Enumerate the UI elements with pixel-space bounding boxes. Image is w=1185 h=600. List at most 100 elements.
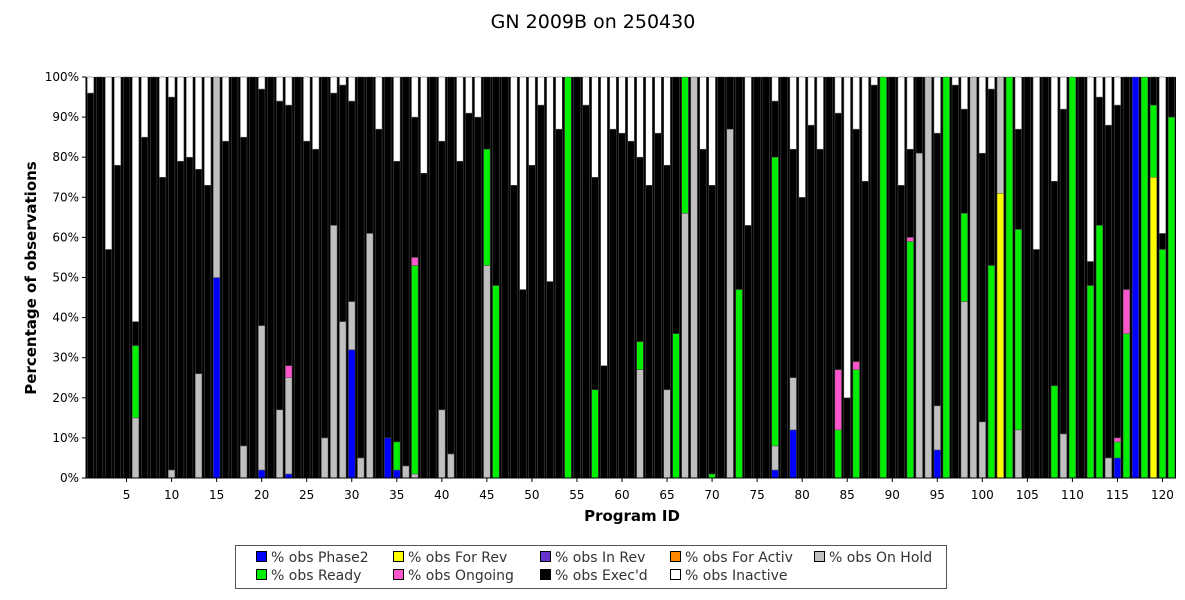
bar-segment-forrev-program-102 (996, 193, 1004, 479)
bar-segment-inactive-program-1 (86, 76, 95, 94)
bar-segment-inactive-program-20 (258, 76, 266, 90)
bar-segment-execd-program-39 (429, 76, 437, 479)
bar-segment-inactive-program-25 (303, 76, 311, 142)
x-tick-label: 45 (479, 488, 494, 502)
bar-segment-execd-program-56 (582, 104, 590, 479)
bar-segment-onhold-program-68 (690, 76, 698, 479)
bar-segment-ready-program-101 (987, 265, 995, 479)
bar-segment-execd-program-25 (303, 140, 311, 479)
bar-segment-onhold-program-94 (924, 76, 932, 479)
bar-segment-onhold-program-36 (402, 465, 410, 479)
bar-segment-inactive-program-35 (393, 76, 401, 162)
bar-segment-inactive-program-12 (186, 76, 194, 158)
bar-segment-execd-program-10 (168, 96, 176, 471)
x-tick-label: 90 (885, 488, 900, 502)
bar-segment-onhold-program-18 (240, 445, 248, 479)
x-tick-label: 95 (930, 488, 945, 502)
bar-segment-inactive-program-61 (627, 76, 635, 142)
bar-segment-inactive-program-88 (870, 76, 878, 86)
bar-segment-inactive-program-44 (474, 76, 482, 118)
bar-segment-inactive-program-95 (933, 76, 941, 134)
bar-segment-execd-program-18 (240, 136, 248, 447)
bar-segment-execd-program-19 (249, 76, 257, 479)
bar-segment-execd-program-26 (312, 148, 320, 479)
bar-segment-execd-program-48 (510, 185, 518, 479)
bar-segment-ongoing-program-92 (906, 237, 914, 242)
bar-segment-ready-program-54 (564, 76, 572, 479)
bar-segment-inactive-program-92 (906, 76, 914, 150)
bar-segment-inactive-program-97 (951, 76, 959, 86)
bar-segment-execd-program-33 (375, 128, 383, 479)
bar-segment-execd-program-1 (86, 92, 95, 479)
bar-segment-inactive-program-109 (1059, 76, 1067, 110)
bar-segment-inactive-program-86 (852, 76, 860, 130)
bar-segment-inactive-program-57 (591, 76, 599, 178)
bar-segment-onhold-program-104 (1014, 429, 1022, 479)
x-tick-label: 5 (123, 488, 131, 502)
bar-segment-inactive-program-7 (141, 76, 149, 138)
bar-segment-execd-program-85 (843, 397, 851, 479)
bar-segment-execd-program-107 (1041, 76, 1049, 479)
bar-segment-inactive-program-11 (177, 76, 185, 162)
bar-segment-inactive-program-28 (330, 76, 338, 94)
bar-segment-ready-program-96 (942, 76, 950, 479)
bar-segment-execd-program-8 (150, 76, 158, 479)
bar-segment-execd-program-73 (735, 76, 743, 290)
bar-segment-ready-program-35 (393, 441, 401, 471)
bar-segment-execd-program-95 (933, 132, 941, 407)
x-axis-label: Program ID (584, 507, 680, 525)
bar-segment-ready-program-45 (483, 148, 491, 266)
bar-segment-inactive-program-26 (312, 76, 320, 150)
bar-segment-execd-program-11 (177, 160, 185, 479)
bar-segment-execd-program-90 (888, 76, 896, 479)
y-axis-label: Percentage of observations (22, 161, 40, 395)
bar-segment-ready-program-104 (1014, 229, 1022, 431)
bar-segment-execd-program-3 (104, 249, 113, 479)
bar-segment-execd-program-111 (1077, 76, 1085, 479)
bar-segment-execd-program-30 (348, 100, 356, 302)
bar-segment-execd-program-41 (447, 76, 455, 455)
bar-segment-ready-program-118 (1140, 76, 1149, 479)
bar-segment-execd-program-79 (789, 148, 797, 378)
legend-item-onhold: % obs On Hold (814, 550, 932, 566)
bar-segment-onhold-program-109 (1059, 433, 1067, 479)
bar-segment-execd-program-65 (663, 164, 671, 391)
bar-segment-onhold-program-77 (771, 445, 779, 471)
x-tick-label: 60 (614, 488, 629, 502)
bar-segment-inactive-program-38 (420, 76, 428, 174)
bar-segment-execd-program-60 (618, 132, 626, 479)
bar-segment-ready-program-120 (1158, 249, 1167, 479)
bar-segment-phase2-program-20 (258, 469, 266, 479)
bar-segment-inactive-program-85 (843, 76, 851, 399)
bar-segment-inactive-program-115 (1113, 76, 1122, 106)
bar-segment-inactive-program-29 (339, 76, 347, 86)
bar-segment-execd-program-52 (546, 281, 554, 479)
bar-segment-onhold-program-20 (258, 325, 266, 471)
bar-segment-execd-program-106 (1032, 249, 1040, 479)
bar-segment-onhold-program-29 (339, 321, 347, 479)
bar-segment-inactive-program-82 (816, 76, 824, 150)
x-tick-label: 110 (1061, 488, 1084, 502)
bar-segment-execd-program-71 (717, 76, 725, 479)
bar-segment-inactive-program-58 (600, 76, 608, 366)
legend-label: % obs Exec'd (555, 568, 648, 584)
bar-group (86, 76, 1176, 479)
bar-segment-execd-program-40 (438, 140, 446, 411)
bar-segment-ready-program-89 (879, 76, 887, 479)
bar-segment-onhold-program-99 (969, 76, 977, 479)
legend-swatch (393, 551, 404, 562)
bar-segment-execd-program-27 (321, 76, 329, 439)
bar-segment-execd-program-55 (573, 76, 581, 479)
bar-segment-execd-program-58 (600, 365, 608, 479)
bar-segment-execd-program-93 (915, 76, 923, 154)
bar-segment-ready-program-66 (672, 333, 680, 479)
bar-segment-ready-program-115 (1113, 441, 1122, 459)
bar-segment-ongoing-program-116 (1122, 289, 1131, 334)
bar-segment-onhold-program-37 (411, 473, 419, 479)
bar-segment-inactive-program-33 (375, 76, 383, 130)
bar-segment-ready-program-116 (1122, 333, 1131, 479)
bar-segment-execd-program-64 (654, 132, 662, 479)
bar-segment-execd-program-114 (1104, 124, 1112, 459)
bar-segment-inactive-program-30 (348, 76, 356, 102)
bar-segment-onhold-program-95 (933, 405, 941, 451)
